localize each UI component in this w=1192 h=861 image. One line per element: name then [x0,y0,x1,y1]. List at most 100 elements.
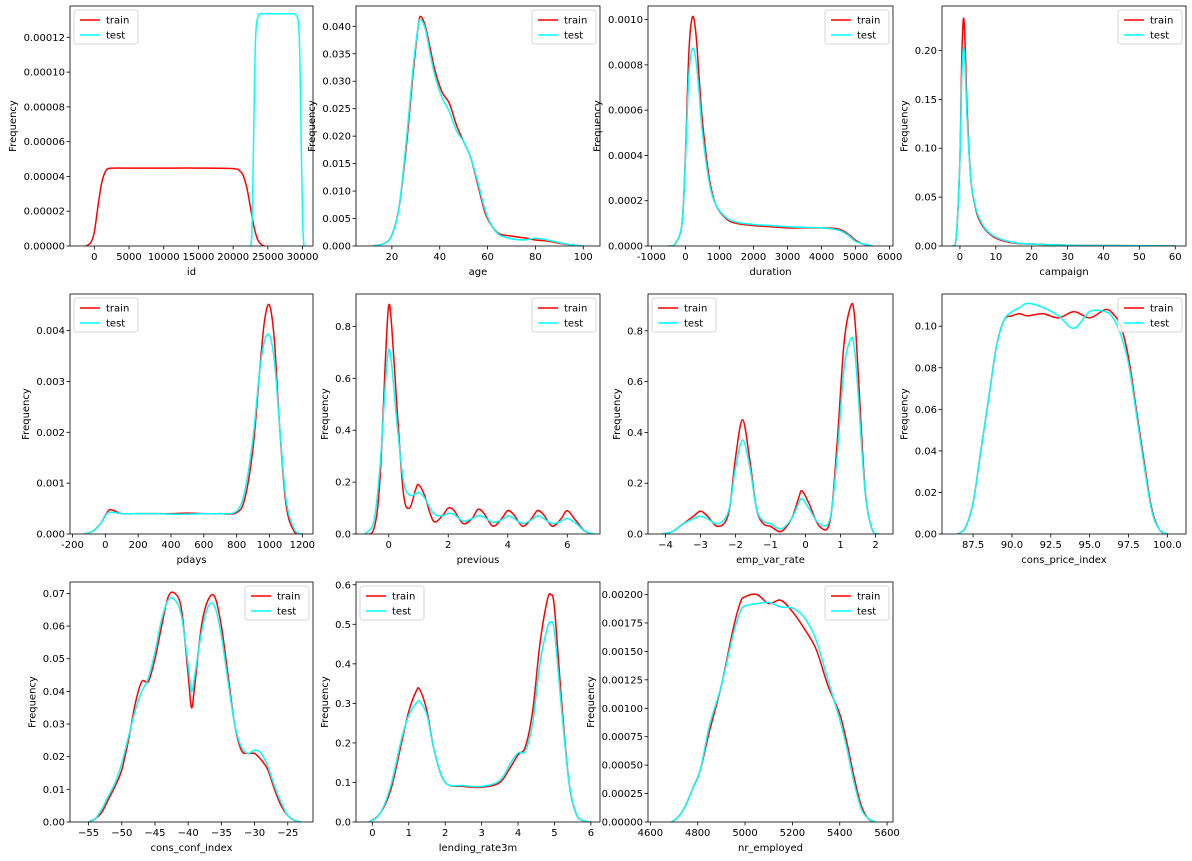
y-tick-label: 0.00000 [602,818,643,829]
y-tick-label: 0.0010 [608,15,643,26]
axes-frame [941,293,1187,535]
x-axis-label: pdays [177,555,207,566]
y-axis-label: Frequency [27,676,38,728]
x-tick-label: −25 [277,828,298,839]
x-tick-label: 1 [406,828,412,839]
x-tick-label: 5600 [874,828,899,839]
y-tick-label: 0.3 [335,699,351,710]
x-tick-label: 5 [551,828,557,839]
legend: train test [1117,297,1183,333]
x-tick-label: 30 [1061,252,1074,263]
y-tick-label: 0.00075 [602,732,643,743]
legend-label-train: train [1150,16,1173,27]
legend-label-train: train [857,16,880,27]
x-tick-label: 100 [574,252,593,263]
x-tick-label: −35 [211,828,232,839]
legend-label-train: train [564,16,587,27]
x-tick-label: 3000 [775,252,800,263]
train-kde-line [368,593,592,822]
legend-label-test: test [106,319,125,330]
x-tick-label: 4 [515,828,521,839]
x-tick-label: 0 [386,540,392,551]
x-tick-label: 2000 [741,252,766,263]
x-tick-label: 800 [227,540,246,551]
legend-label-test: test [564,31,583,42]
test-kde-line [661,336,880,534]
x-axis-label: cons_price_index [1021,555,1106,566]
axes-frame [69,293,314,535]
test-kde-line [952,46,1176,246]
y-tick-label: 0.001 [36,479,65,490]
legend-label-test: test [106,31,125,42]
x-axis-label: previous [457,555,500,566]
x-tick-label: 60 [1169,252,1182,263]
test-kde-line [957,302,1168,534]
legend-label-train: train [564,304,587,315]
train-kde-line [88,591,302,822]
x-tick-label: 15000 [183,252,215,263]
y-tick-label: 0.0 [627,530,643,541]
y-tick-label: 0.015 [322,159,351,170]
legend-label-train: train [1150,304,1173,315]
axes-frame [69,581,314,823]
subplot-pdays: -200 0 200 400 600 800 1000 1200 0.000 0.001 0.002… [21,293,315,566]
x-axis-label: lending_rate3m [439,843,518,854]
y-tick-label: 0.00006 [24,137,65,148]
y-tick-label: 0.002 [36,428,65,439]
train-kde-line [952,17,1176,246]
x-tick-label: 200 [129,540,148,551]
y-tick-label: 0.1 [335,778,351,789]
y-axis-label: Frequency [320,676,331,728]
legend-label-train: train [392,592,415,603]
legend: train test [244,585,310,621]
y-tick-label: 0.00150 [602,647,643,658]
x-tick-label: 25000 [252,252,284,263]
y-tick-label: 0.0002 [608,196,643,207]
legend-label-train: train [106,16,129,27]
y-tick-label: 0.00025 [602,789,643,800]
axes-frame [69,5,314,247]
y-tick-label: 0.000 [36,530,65,541]
legend-label-train: train [106,304,129,315]
y-axis-label: Frequency [307,100,318,152]
x-tick-label: 2 [872,540,878,551]
train-kde-line [85,167,265,246]
y-tick-label: 0.04 [915,446,937,457]
legend-label-train: train [277,592,300,603]
legend: train test [531,297,597,333]
x-tick-label: 97.5 [1117,540,1139,551]
x-tick-label: −3 [693,540,708,551]
x-tick-label: 92.5 [1040,540,1062,551]
x-tick-label: -1000 [637,252,666,263]
x-tick-label: 4800 [685,828,710,839]
x-tick-label: 4 [505,540,511,551]
y-tick-label: 0.00002 [24,207,65,218]
y-tick-label: 0.4 [335,426,351,437]
y-tick-label: 0.035 [322,49,351,60]
x-tick-label: 6 [564,540,570,551]
y-tick-label: 0.2 [335,738,351,749]
y-axis-label: Frequency [21,388,32,440]
x-tick-label: 40 [433,252,446,263]
legend-label-test: test [684,319,703,330]
legend: train test [73,297,139,333]
x-tick-label: 5000 [116,252,141,263]
axes-frame [355,293,601,535]
legend-label-test: test [857,607,876,618]
y-axis-label: Frequency [899,388,910,440]
x-tick-label: 600 [194,540,213,551]
y-tick-label: 0.00200 [602,590,643,601]
x-tick-label: −45 [144,828,165,839]
x-tick-label: −4 [658,540,673,551]
axes-frame [941,5,1187,247]
y-tick-label: 0.8 [627,326,643,337]
y-tick-label: 0.06 [915,405,937,416]
x-tick-label: 2 [442,828,448,839]
y-tick-label: 0.00 [43,818,65,829]
y-tick-label: 0.05 [915,193,937,204]
y-tick-label: 0.040 [322,22,351,33]
subplot-emp_var_rate: −4 −3 −2 −1 0 1 2 0.0 0.2 0.4 0.6 0.8 emp_var_rate Fr… [612,293,894,566]
legend-label-test: test [1150,319,1169,330]
subplot-lending_rate3m: 0 1 2 3 4 5 6 0.0 0.1 0.2 0.3 0.4 0.5 0.6 lending_rate… [320,580,601,854]
